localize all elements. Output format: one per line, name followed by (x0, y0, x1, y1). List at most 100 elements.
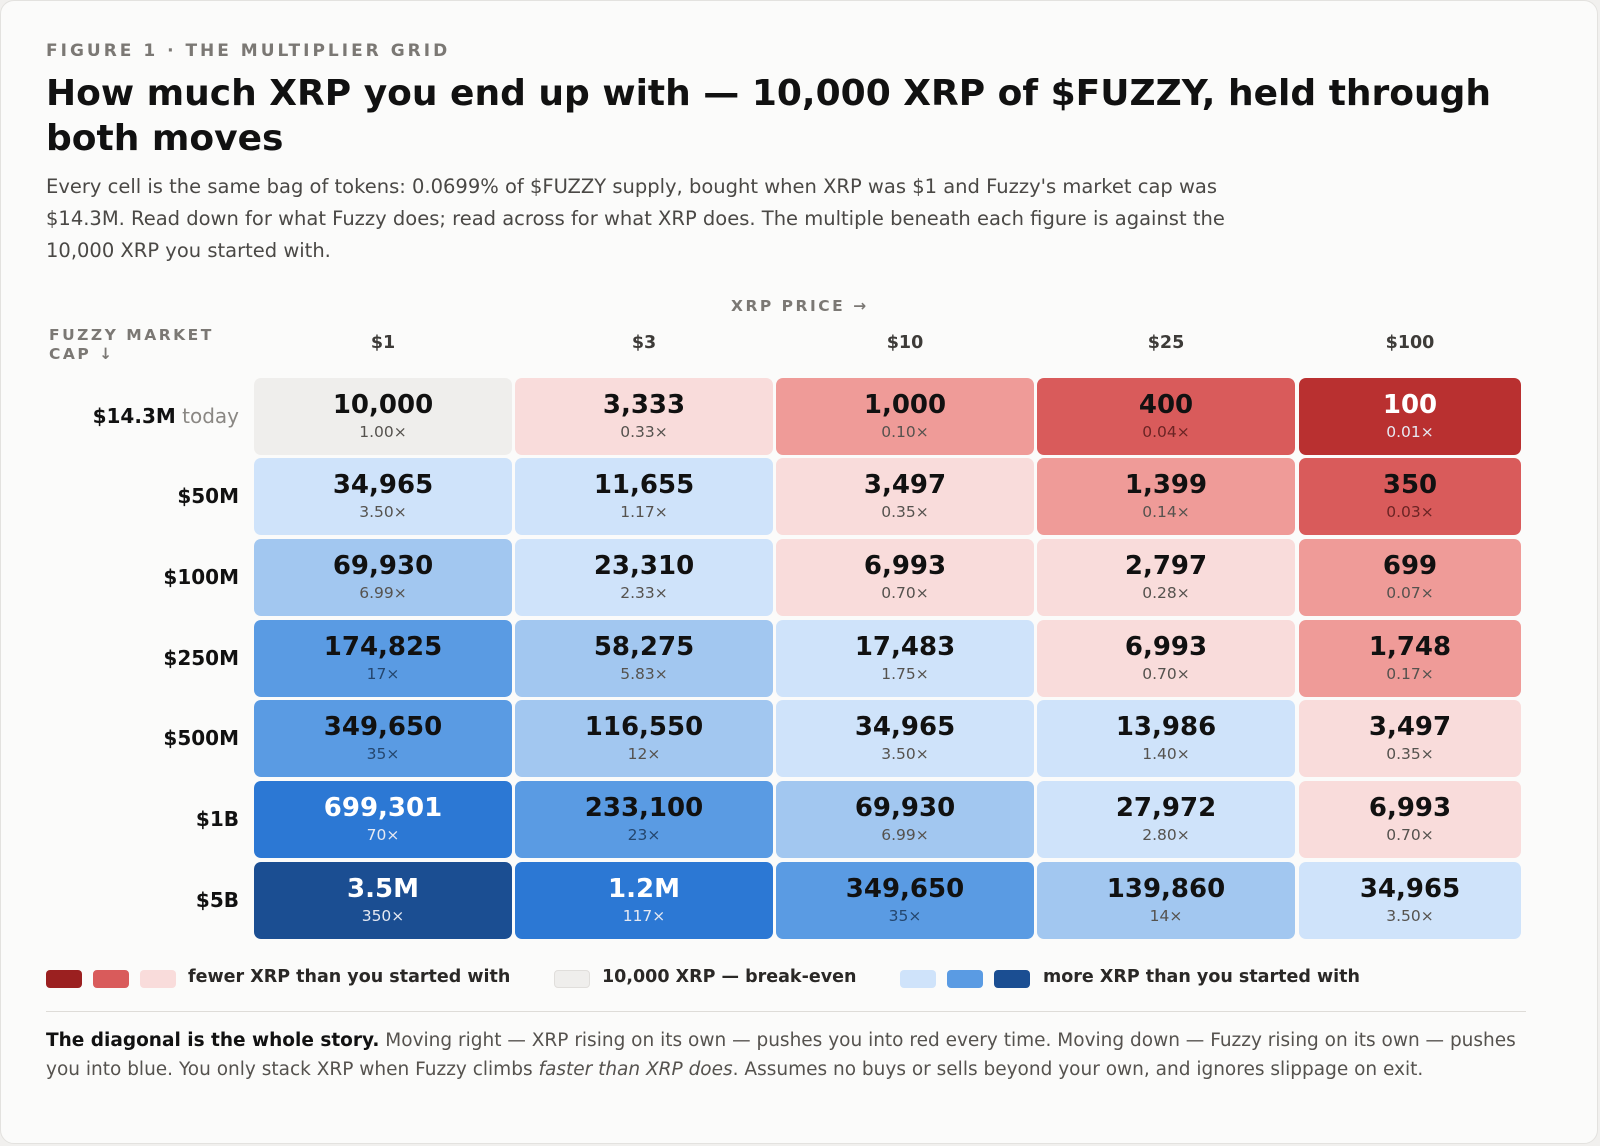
cell-multiple: 0.10× (881, 423, 929, 441)
cell-value: 69,930 (332, 551, 434, 581)
grid-cell: 3,497 0.35× (776, 458, 1034, 535)
cell-multiple: 3.50× (881, 745, 929, 763)
cell-value: 1,399 (1124, 470, 1208, 500)
grid-cell: 69,930 6.99× (776, 781, 1034, 858)
column-header: $1 (370, 333, 396, 353)
cell-value: 1,000 (863, 390, 947, 420)
cell-multiple: 0.03× (1386, 503, 1434, 521)
cell-value: 1.2M (608, 874, 680, 904)
legend-swatch-red-mid (93, 970, 129, 988)
cell-multiple: 5.83× (620, 665, 668, 683)
cell-value: 100 (1382, 390, 1438, 420)
cell-multiple: 14× (1149, 907, 1183, 925)
row-header: $500M (41, 726, 239, 750)
cell-value: 6,993 (863, 551, 947, 581)
row-header-label: $500M (163, 726, 239, 750)
cell-value: 58,275 (593, 632, 695, 662)
cell-multiple: 70× (366, 826, 400, 844)
grid-cell: 3.5M 350× (254, 862, 512, 939)
cell-value: 349,650 (323, 712, 443, 742)
column-header: $3 (631, 333, 657, 353)
figure-title: How much XRP you end up with — 10,000 XR… (46, 73, 1492, 159)
grid-cell: 34,965 3.50× (776, 700, 1034, 777)
footnote-part1: Moving right — XRP rising on its own — p… (46, 1030, 1516, 1080)
cell-value: 13,986 (1115, 712, 1217, 742)
cell-value: 139,860 (1106, 874, 1226, 904)
cell-value: 34,965 (854, 712, 956, 742)
grid-cell: 3,333 0.33× (515, 378, 773, 455)
cell-multiple: 0.33× (620, 423, 668, 441)
cell-value: 3.5M (347, 874, 419, 904)
grid-cell: 11,655 1.17× (515, 458, 773, 535)
legend-swatch-blue-dark (994, 970, 1030, 988)
legend-swatch-red-light (140, 970, 176, 988)
cell-multiple: 350× (361, 907, 405, 925)
grid-cell: 400 0.04× (1037, 378, 1295, 455)
cell-multiple: 0.28× (1142, 584, 1190, 602)
cell-multiple: 117× (622, 907, 666, 925)
cell-multiple: 1.75× (881, 665, 929, 683)
figure-eyebrow: FIGURE 1 · THE MULTIPLIER GRID (46, 41, 451, 61)
footnote-emphasis: faster than XRP does (538, 1059, 733, 1080)
legend-swatch-neutral (554, 970, 590, 988)
grid-cell: 13,986 1.40× (1037, 700, 1295, 777)
grid-cell: 34,965 3.50× (254, 458, 512, 535)
cell-value: 6,993 (1368, 793, 1452, 823)
cell-value: 34,965 (332, 470, 434, 500)
cell-multiple: 2.33× (620, 584, 668, 602)
cell-multiple: 35× (888, 907, 922, 925)
cell-multiple: 1.40× (1142, 745, 1190, 763)
grid-cell: 349,650 35× (254, 700, 512, 777)
cell-multiple: 0.01× (1386, 423, 1434, 441)
grid-cell: 233,100 23× (515, 781, 773, 858)
cell-multiple: 0.70× (1386, 826, 1434, 844)
grid-cell: 699 0.07× (1299, 539, 1521, 616)
cell-value: 10,000 (332, 390, 434, 420)
cell-multiple: 2.80× (1142, 826, 1190, 844)
grid-cell: 139,860 14× (1037, 862, 1295, 939)
cell-multiple: 35× (366, 745, 400, 763)
grid-cell: 23,310 2.33× (515, 539, 773, 616)
row-header-label: $50M (177, 484, 239, 508)
footnote: The diagonal is the whole story. Moving … (46, 1026, 1536, 1084)
row-header-label: $100M (163, 565, 239, 589)
cell-value: 699 (1382, 551, 1438, 581)
cell-value: 233,100 (584, 793, 704, 823)
footnote-lead: The diagonal is the whole story. (46, 1030, 380, 1051)
cell-value: 3,333 (602, 390, 686, 420)
row-header: $5B (41, 888, 239, 912)
cell-multiple: 23× (627, 826, 661, 844)
cell-multiple: 0.35× (1386, 745, 1434, 763)
cell-value: 116,550 (584, 712, 704, 742)
legend-label-red: fewer XRP than you started with (188, 967, 511, 987)
cell-value: 2,797 (1124, 551, 1208, 581)
cell-multiple: 3.50× (1386, 907, 1434, 925)
grid-cell: 10,000 1.00× (254, 378, 512, 455)
grid-cell: 27,972 2.80× (1037, 781, 1295, 858)
grid-cell: 34,965 3.50× (1299, 862, 1521, 939)
cell-multiple: 0.35× (881, 503, 929, 521)
cell-value: 23,310 (593, 551, 695, 581)
cell-multiple: 3.50× (359, 503, 407, 521)
divider (46, 1011, 1526, 1012)
footnote-part2: . Assumes no buys or sells beyond your o… (732, 1059, 1424, 1080)
grid-cell: 100 0.01× (1299, 378, 1521, 455)
cell-value: 11,655 (593, 470, 695, 500)
x-axis-title: XRP PRICE → (731, 297, 869, 315)
grid-cell: 3,497 0.35× (1299, 700, 1521, 777)
cell-value: 350 (1382, 470, 1438, 500)
row-header-note: today (175, 404, 239, 428)
cell-value: 69,930 (854, 793, 956, 823)
y-axis-title: FUZZY MARKET CAP ↓ (49, 326, 214, 363)
grid-cell: 1,748 0.17× (1299, 620, 1521, 697)
cell-value: 349,650 (845, 874, 965, 904)
legend-swatch-red-dark (46, 970, 82, 988)
legend-label-blue: more XRP than you started with (1043, 967, 1360, 987)
cell-value: 1,748 (1368, 632, 1452, 662)
cell-multiple: 1.00× (359, 423, 407, 441)
legend-swatch-blue-mid (947, 970, 983, 988)
row-header-label: $250M (163, 646, 239, 670)
column-header: $10 (886, 333, 924, 353)
grid-cell: 2,797 0.28× (1037, 539, 1295, 616)
